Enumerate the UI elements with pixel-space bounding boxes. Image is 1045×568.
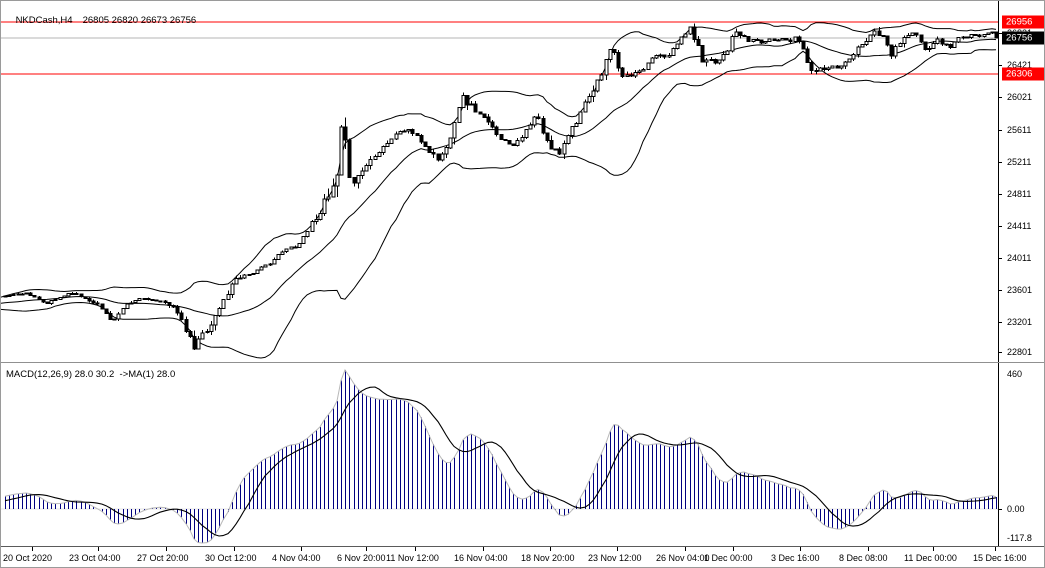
price-tick-mark: [998, 290, 1002, 292]
time-tick-mark: [301, 547, 302, 551]
panel-resize-divider[interactable]: [1, 362, 1044, 363]
price-tick-mark: [998, 225, 1002, 227]
time-tick-label: 30 Oct 12:00: [205, 553, 257, 563]
time-tick-mark: [483, 547, 484, 551]
price-tick-label: 24411: [1007, 220, 1032, 231]
time-tick-mark: [234, 547, 235, 551]
time-tick-label: 23 Nov 12:00: [588, 553, 642, 563]
price-tick-mark: [998, 352, 1002, 354]
time-tick-label: 3 Dec 16:00: [771, 553, 820, 563]
time-tick-mark: [415, 547, 416, 551]
price-tick-mark: [998, 64, 1002, 66]
time-tick-label: 11 Dec 00:00: [904, 553, 957, 563]
price-tick-label: 26021: [1007, 91, 1033, 102]
price-axis[interactable]: 2682126421260212561125211248112441124011…: [998, 1, 1044, 546]
price-tick-mark: [998, 193, 1002, 195]
time-tick-mark: [366, 547, 367, 551]
price-tick-label: 23201: [1007, 317, 1033, 328]
time-tick-label: 26 Nov 04:00: [656, 553, 710, 563]
resistance-price-badge: 26956: [1002, 15, 1044, 29]
time-tick-mark: [933, 547, 934, 551]
price-axis-line: [998, 1, 999, 552]
time-tick-mark: [800, 547, 801, 551]
macd-scale-zero-label: 0.00: [1007, 504, 1025, 514]
time-axis[interactable]: 20 Oct 2020 23 Oct 04:00 27 Oct 20:00 30 Oc…: [1, 546, 1044, 567]
time-tick-mark: [98, 547, 99, 551]
time-tick-label: 23 Oct 04:00: [69, 553, 121, 563]
price-tick-label: 25611: [1007, 124, 1032, 135]
time-tick-label: 20 Oct 2020: [3, 553, 53, 563]
macd-scale-min-label: -117.8: [1007, 533, 1032, 543]
time-tick-mark: [868, 547, 869, 551]
price-chart-canvas[interactable]: [1, 1, 998, 362]
time-tick-label: 1 Dec 00:00: [704, 553, 753, 563]
support-price-badge: 26306: [1002, 67, 1044, 81]
time-tick-label: 18 Nov 20:00: [521, 553, 575, 563]
time-tick-mark: [617, 547, 618, 551]
time-tick-label: 16 Nov 04:00: [454, 553, 508, 563]
price-tick-label: 25211: [1007, 156, 1032, 167]
macd-scale-top-label: 460: [1007, 369, 1023, 379]
macd-indicator-canvas[interactable]: [1, 364, 998, 546]
time-tick-label: 15 Dec 16:00: [973, 553, 1027, 563]
price-tick-mark: [998, 96, 1002, 98]
time-tick-label: 8 Dec 08:00: [839, 553, 888, 563]
time-tick-label: 27 Oct 20:00: [137, 553, 189, 563]
time-tick-mark: [995, 547, 996, 551]
time-tick-mark: [550, 547, 551, 551]
price-tick-label: 22801: [1007, 347, 1033, 358]
price-tick-mark: [998, 129, 1002, 131]
price-tick-label: 24011: [1007, 252, 1032, 263]
time-tick-mark: [32, 547, 33, 551]
time-tick-label: 11 Nov 12:00: [386, 553, 439, 563]
time-tick-mark: [166, 547, 167, 551]
chart-title: NKDCash,H4 26805 26820 26673 26756: [5, 4, 197, 37]
price-tick-label: 23601: [1007, 285, 1033, 296]
macd-indicator-label: MACD(12,26,9) 28.0 30.2 ->MA(1) 28.0: [6, 369, 176, 380]
chart-symbol-period-label: NKDCash,H4: [15, 15, 73, 26]
time-tick-label: 4 Nov 04:00: [272, 553, 321, 563]
time-tick-mark: [733, 547, 734, 551]
price-tick-mark: [998, 322, 1002, 324]
chart-ohlc-values: 26805 26820 26673 26756: [82, 15, 197, 26]
bid-price-badge: 26756: [1002, 31, 1044, 45]
time-tick-mark: [685, 547, 686, 551]
price-tick-label: 24811: [1007, 188, 1032, 199]
price-tick-label: 26421: [1007, 59, 1033, 70]
price-tick-mark: [998, 257, 1002, 259]
price-tick-mark: [998, 161, 1002, 163]
time-tick-label: 6 Nov 20:00: [337, 553, 386, 563]
price-tick-mark: [998, 32, 1002, 34]
macd-zero-tick-mark: [998, 509, 1002, 510]
